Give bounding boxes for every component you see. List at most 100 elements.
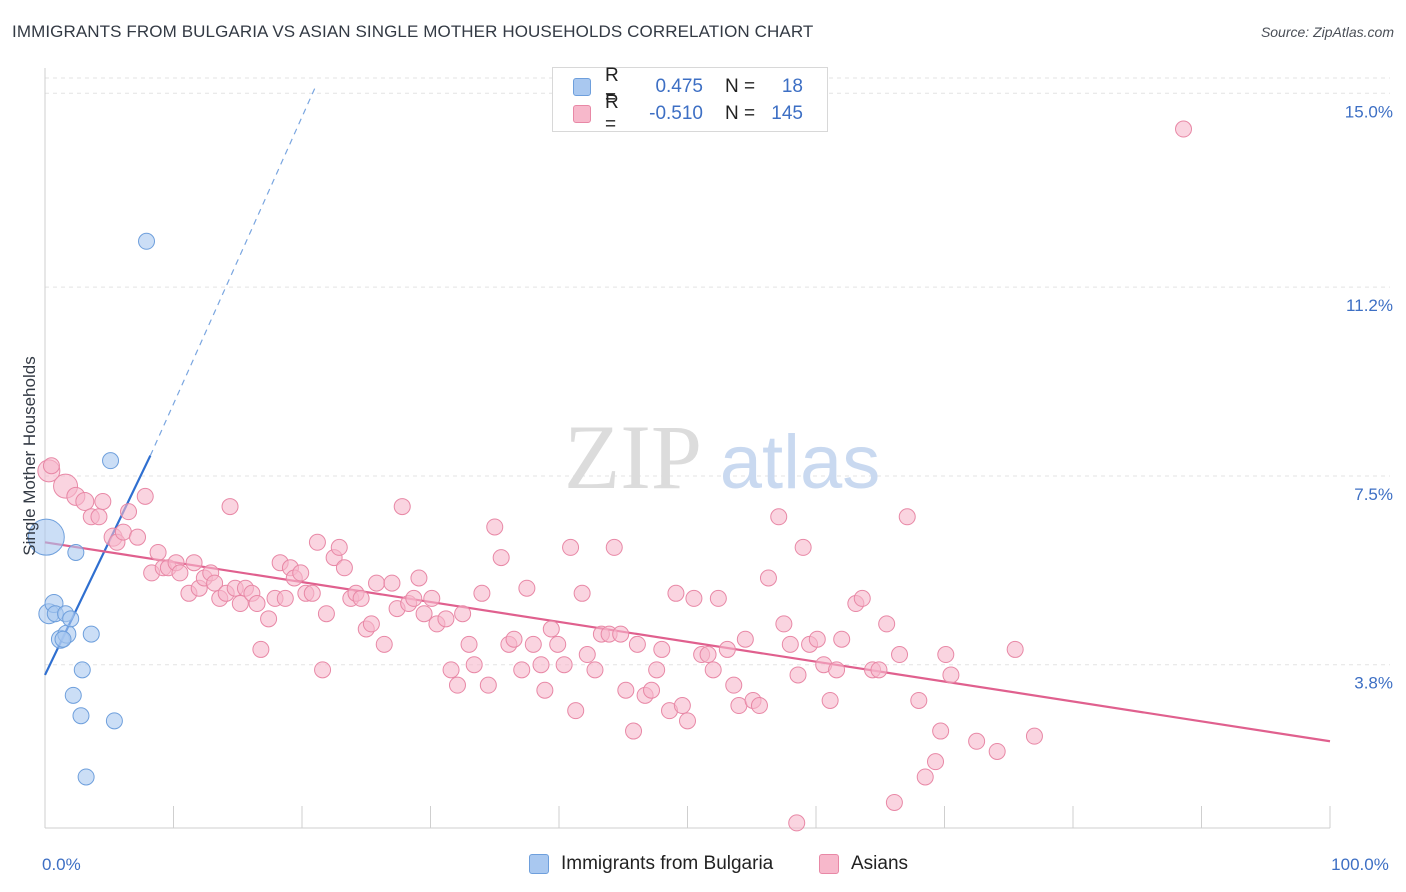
point-asians xyxy=(718,640,736,658)
point-asians xyxy=(90,508,108,526)
point-asians xyxy=(775,615,793,633)
point-asians xyxy=(898,508,916,526)
data-points xyxy=(27,120,1193,832)
bottom-legend-label-asians: Asians xyxy=(851,853,909,874)
point-asians xyxy=(129,528,147,546)
point-asians xyxy=(536,681,554,699)
point-asians xyxy=(789,666,807,684)
point-asians xyxy=(736,630,754,648)
point-asians xyxy=(612,625,630,643)
point-asians xyxy=(460,635,478,653)
tick-labels: 3.8% 7.5% 11.2% 15.0% 0.0% 100.0% xyxy=(42,102,1393,874)
bottom-legend-bulgaria: Immigrants from Bulgaria xyxy=(529,851,773,877)
point-bulgaria xyxy=(82,625,100,643)
point-asians xyxy=(75,491,95,511)
bottom-legend-swatch-asians xyxy=(819,854,839,874)
point-asians xyxy=(276,589,294,607)
point-asians xyxy=(308,533,326,551)
point-asians xyxy=(1006,640,1024,658)
point-asians xyxy=(932,722,950,740)
point-asians xyxy=(292,564,310,582)
point-asians xyxy=(1175,120,1193,138)
point-asians xyxy=(492,549,510,567)
legend-n-label: N = xyxy=(725,103,756,124)
point-asians xyxy=(1025,727,1043,745)
point-asians xyxy=(648,661,666,679)
watermark-atlas: atlas xyxy=(720,420,881,505)
point-asians xyxy=(578,646,596,664)
point-asians xyxy=(231,595,249,613)
point-asians xyxy=(505,630,523,648)
point-asians xyxy=(679,712,696,730)
y-tick-label: 7.5% xyxy=(1354,485,1393,504)
legend-n-label: N = xyxy=(725,76,756,97)
point-asians xyxy=(628,635,646,653)
point-asians xyxy=(442,661,460,679)
point-bulgaria xyxy=(62,610,80,628)
point-asians xyxy=(513,661,531,679)
point-asians xyxy=(542,620,560,638)
point-asians xyxy=(405,589,423,607)
point-asians xyxy=(605,538,623,556)
point-asians xyxy=(94,492,112,510)
point-asians xyxy=(788,814,806,832)
y-tick-label: 11.2% xyxy=(1346,296,1393,315)
point-asians xyxy=(260,610,278,628)
point-asians xyxy=(781,635,799,653)
point-asians xyxy=(573,584,591,602)
source-label: Source: ZipAtlas.com xyxy=(1260,24,1394,40)
point-asians xyxy=(375,635,393,653)
point-asians xyxy=(415,605,433,623)
point-asians xyxy=(303,584,321,602)
point-asians xyxy=(330,538,348,556)
point-bulgaria xyxy=(138,232,156,250)
point-asians xyxy=(437,610,455,628)
y-tick-label: 3.8% xyxy=(1354,674,1393,693)
point-asians xyxy=(524,635,542,653)
point-asians xyxy=(833,630,851,648)
point-asians xyxy=(362,615,380,633)
point-asians xyxy=(794,538,812,556)
point-bulgaria xyxy=(54,630,72,648)
point-asians xyxy=(853,589,871,607)
point-asians xyxy=(667,584,685,602)
watermark: ZIP atlas xyxy=(564,406,880,508)
point-asians xyxy=(454,605,472,623)
point-asians xyxy=(937,646,955,664)
legend-swatch-asians xyxy=(573,105,591,123)
point-bulgaria xyxy=(77,768,95,786)
point-asians xyxy=(885,793,903,811)
point-asians xyxy=(465,656,483,674)
point-asians xyxy=(653,640,671,658)
point-asians xyxy=(927,753,945,771)
point-asians xyxy=(248,595,266,613)
point-asians xyxy=(114,523,132,541)
point-asians xyxy=(549,635,567,653)
bottom-legend-swatch-bulgaria xyxy=(529,854,549,874)
chart-title: IMMIGRANTS FROM BULGARIA VS ASIAN SINGLE… xyxy=(12,22,814,41)
point-asians xyxy=(625,722,643,740)
point-asians xyxy=(586,661,604,679)
point-asians xyxy=(314,661,332,679)
stats-legend: R = 0.475 N = 18 R = -0.510 N = 145 xyxy=(552,65,828,135)
point-asians xyxy=(685,589,703,607)
legend-r-value: -0.510 xyxy=(649,103,703,124)
point-asians xyxy=(149,543,167,561)
point-asians xyxy=(725,676,743,694)
point-bulgaria xyxy=(67,543,85,561)
point-asians xyxy=(171,564,189,582)
point-asians xyxy=(486,518,504,536)
point-asians xyxy=(562,538,580,556)
legend-swatch-bulgaria xyxy=(573,78,591,96)
x-tick-label: 100.0% xyxy=(1331,855,1389,874)
point-asians xyxy=(643,681,661,699)
point-asians xyxy=(770,508,788,526)
point-bulgaria xyxy=(64,686,82,704)
axes xyxy=(44,68,1331,829)
point-bulgaria xyxy=(73,661,91,679)
bottom-legend-label-bulgaria: Immigrants from Bulgaria xyxy=(561,853,774,874)
point-bulgaria xyxy=(105,712,123,730)
point-asians xyxy=(221,498,239,516)
legend-r-label: R = xyxy=(605,65,619,108)
